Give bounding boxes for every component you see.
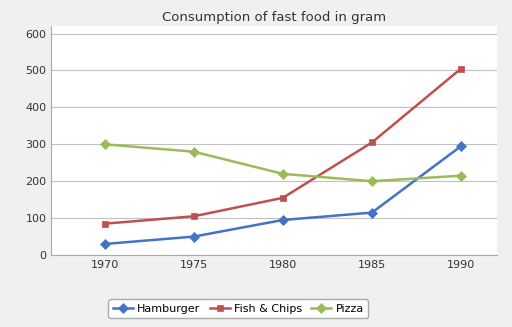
Fish & Chips	[280, 196, 286, 200]
Hamburger	[190, 235, 197, 239]
Fish & Chips	[458, 67, 464, 71]
Fish & Chips	[101, 222, 108, 226]
Fish & Chips	[190, 214, 197, 218]
Line: Fish & Chips: Fish & Chips	[101, 65, 464, 227]
Pizza	[280, 172, 286, 176]
Pizza	[369, 179, 375, 183]
Hamburger	[369, 211, 375, 215]
Hamburger	[101, 242, 108, 246]
Line: Hamburger: Hamburger	[101, 143, 464, 248]
Legend: Hamburger, Fish & Chips, Pizza: Hamburger, Fish & Chips, Pizza	[109, 299, 368, 318]
Pizza	[101, 142, 108, 146]
Pizza	[190, 150, 197, 154]
Fish & Chips	[369, 141, 375, 145]
Title: Consumption of fast food in gram: Consumption of fast food in gram	[162, 10, 386, 24]
Pizza	[458, 174, 464, 178]
Hamburger	[458, 144, 464, 148]
Hamburger	[280, 218, 286, 222]
Line: Pizza: Pizza	[101, 141, 464, 185]
